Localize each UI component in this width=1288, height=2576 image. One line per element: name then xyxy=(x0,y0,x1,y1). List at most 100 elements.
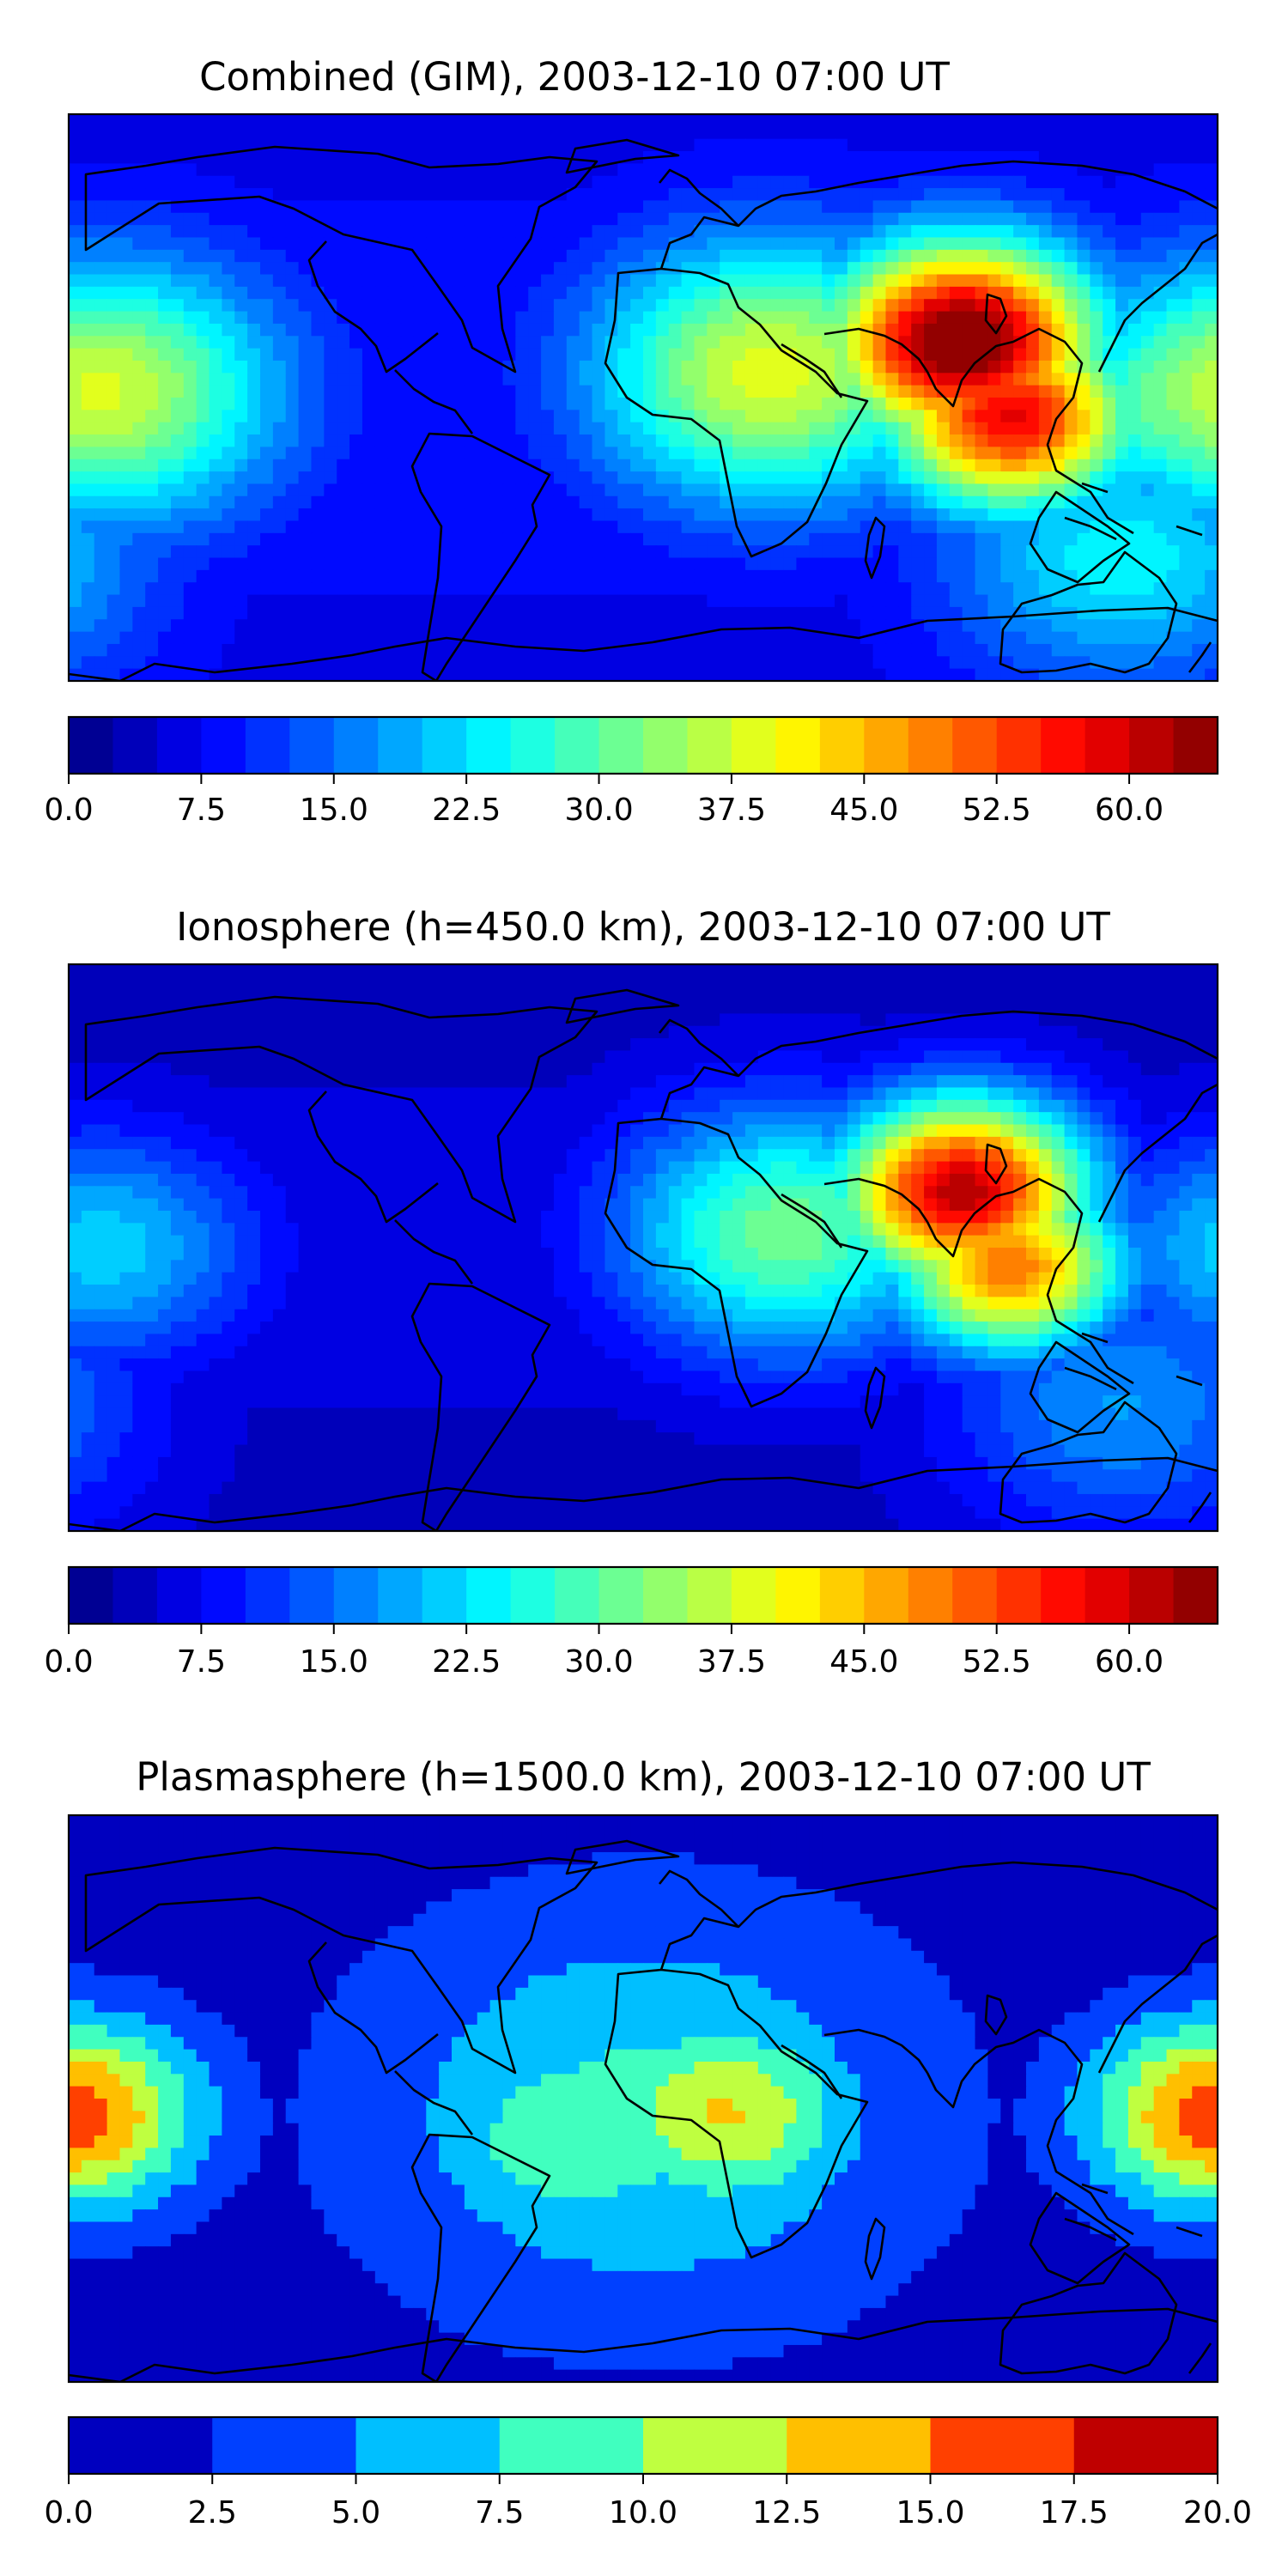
heatmap-cell xyxy=(1115,434,1129,447)
heatmap-cell xyxy=(196,151,210,164)
heatmap-cell xyxy=(400,262,414,276)
heatmap-cell xyxy=(668,471,683,485)
heatmap-cell xyxy=(949,249,963,263)
heatmap-cell xyxy=(809,557,823,571)
heatmap-cell xyxy=(847,385,861,398)
heatmap-cell xyxy=(311,385,325,398)
heatmap-cell xyxy=(515,976,529,990)
heatmap-cell xyxy=(1064,311,1078,325)
heatmap-cell xyxy=(285,237,300,251)
heatmap-cell xyxy=(69,569,82,583)
heatmap-cell xyxy=(464,311,478,325)
heatmap-cell xyxy=(822,126,835,140)
heatmap-cell xyxy=(579,262,593,276)
heatmap-cell xyxy=(272,619,287,633)
heatmap-cell xyxy=(885,459,899,472)
heatmap-cell xyxy=(898,237,912,251)
heatmap-cell xyxy=(528,988,542,1002)
heatmap-cell xyxy=(1153,606,1168,620)
heatmap-cell xyxy=(439,299,453,313)
heatmap-cell xyxy=(311,976,325,990)
heatmap-cell xyxy=(809,225,823,239)
heatmap-cell xyxy=(541,114,555,127)
heatmap-cell xyxy=(630,1062,644,1076)
heatmap-cell xyxy=(643,582,657,596)
heatmap-cell xyxy=(681,360,696,374)
heatmap-cell xyxy=(911,1025,925,1039)
heatmap-cell xyxy=(885,422,899,435)
heatmap-cell xyxy=(770,311,785,325)
heatmap-cell xyxy=(1013,557,1027,571)
heatmap-cell xyxy=(361,336,376,349)
heatmap-cell xyxy=(94,1038,108,1052)
heatmap-cell xyxy=(987,631,1001,645)
heatmap-cell xyxy=(183,311,197,325)
heatmap-cell xyxy=(502,126,516,140)
heatmap-cell xyxy=(413,1025,427,1039)
heatmap-cell xyxy=(1026,373,1040,386)
heatmap-cell xyxy=(464,410,478,423)
heatmap-cell xyxy=(1205,964,1218,977)
heatmap-cell xyxy=(324,398,337,410)
heatmap-cell xyxy=(502,964,516,977)
heatmap-cell xyxy=(119,422,133,435)
heatmap-cell xyxy=(528,410,542,423)
heatmap-cell xyxy=(987,200,1001,214)
heatmap-cell xyxy=(426,225,440,239)
heatmap-cell xyxy=(132,410,146,423)
heatmap-cell xyxy=(655,631,670,645)
heatmap-cell xyxy=(311,348,325,361)
heatmap-cell xyxy=(1127,126,1142,140)
heatmap-cell xyxy=(324,1050,337,1064)
heatmap-cell xyxy=(885,964,899,977)
heatmap-cell xyxy=(94,360,108,374)
heatmap-cell xyxy=(617,976,631,990)
heatmap-cell xyxy=(847,582,861,596)
heatmap-cell xyxy=(847,299,861,313)
heatmap-cell xyxy=(949,262,963,276)
heatmap-cell xyxy=(515,1062,529,1076)
heatmap-cell xyxy=(337,163,350,177)
heatmap-cell xyxy=(975,557,988,571)
heatmap-cell xyxy=(374,569,389,583)
heatmap-cell xyxy=(1077,1001,1091,1014)
heatmap-cell xyxy=(349,569,363,583)
heatmap-cell xyxy=(247,520,261,534)
heatmap-cell xyxy=(1013,373,1027,386)
heatmap-cell xyxy=(872,1001,887,1014)
heatmap-cell xyxy=(541,336,555,349)
heatmap-cell xyxy=(694,348,708,361)
heatmap-cell xyxy=(579,471,593,485)
heatmap-cell xyxy=(170,643,185,657)
heatmap-cell xyxy=(553,200,568,214)
heatmap-cell xyxy=(413,459,427,472)
heatmap-cell xyxy=(1038,398,1053,410)
heatmap-cell xyxy=(285,385,300,398)
heatmap-cell xyxy=(387,545,402,559)
heatmap-cell xyxy=(541,175,555,189)
heatmap-cell xyxy=(324,1025,337,1039)
heatmap-cell xyxy=(911,225,925,239)
heatmap-cell xyxy=(502,1025,516,1039)
heatmap-cell xyxy=(732,422,746,435)
heatmap-cell xyxy=(924,434,938,447)
heatmap-cell xyxy=(1026,114,1040,127)
heatmap-cell xyxy=(936,508,951,522)
heatmap-cell xyxy=(668,495,683,509)
heatmap-cell xyxy=(1026,508,1040,522)
heatmap-cell xyxy=(502,286,516,300)
heatmap-cell xyxy=(1038,1001,1053,1014)
heatmap-cell xyxy=(106,286,121,300)
heatmap-cell xyxy=(592,262,605,276)
heatmap-cell xyxy=(847,163,861,177)
heatmap-cell xyxy=(1153,988,1168,1002)
heatmap-cell xyxy=(222,532,235,546)
heatmap-cell xyxy=(566,114,580,127)
heatmap-cell xyxy=(349,656,363,670)
heatmap-cell xyxy=(502,200,516,214)
heatmap-cell xyxy=(707,299,720,313)
heatmap-cell xyxy=(81,434,95,447)
heatmap-cell xyxy=(975,138,988,152)
heatmap-cell xyxy=(872,1050,887,1064)
heatmap-cell xyxy=(911,495,925,509)
